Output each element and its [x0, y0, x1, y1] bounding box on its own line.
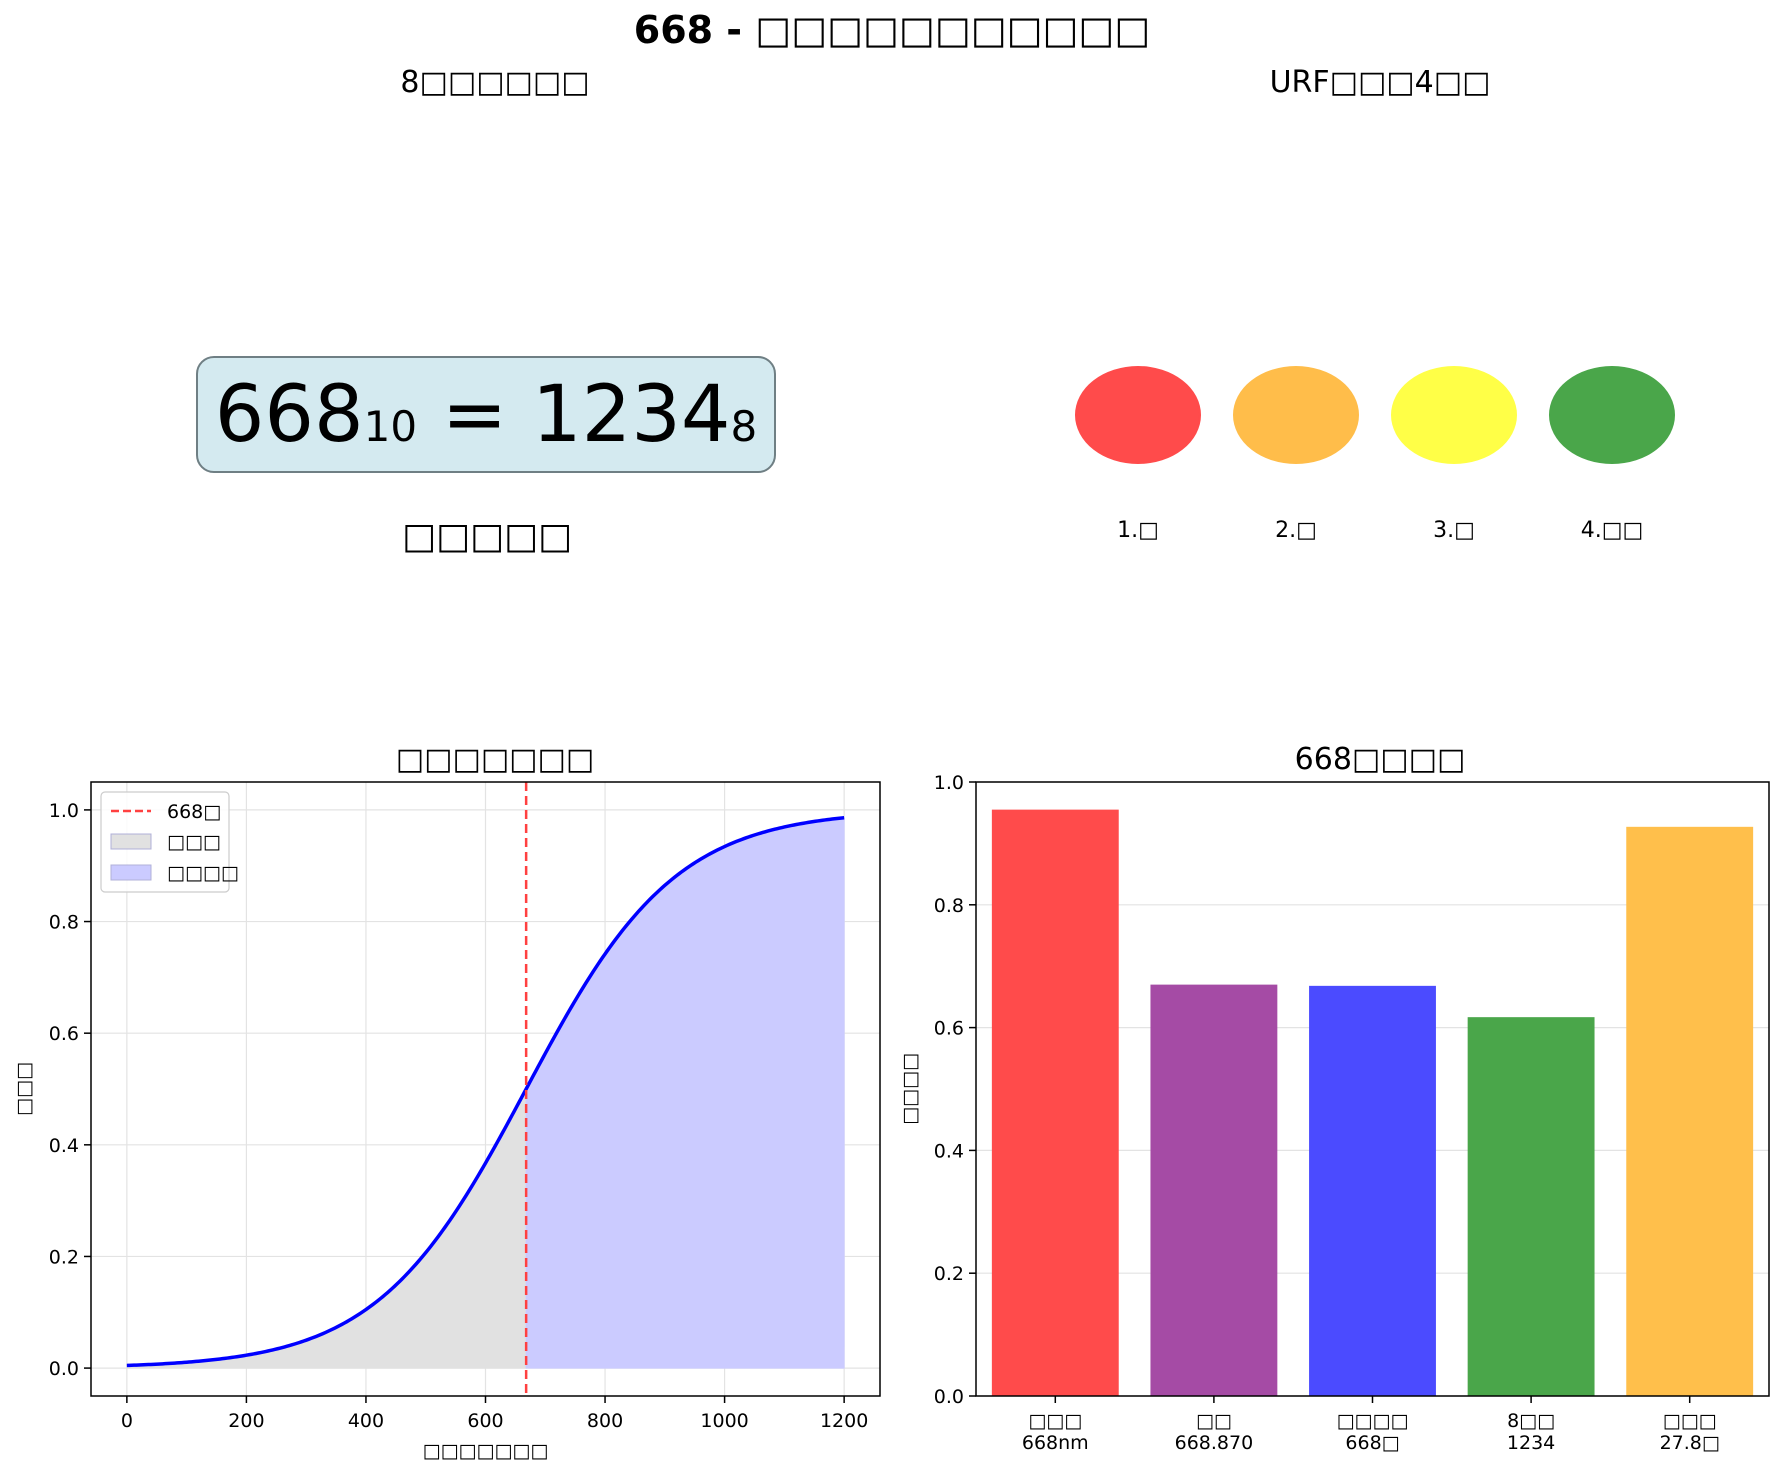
- urf-stage-circle: [1549, 366, 1675, 464]
- x-tick-label: □□: [1196, 1410, 1232, 1432]
- y-tick-label: 0.4: [934, 1140, 964, 1162]
- y-tick-label: 0.0: [934, 1386, 964, 1408]
- x-tick-label: 600: [467, 1410, 503, 1432]
- x-tick-label: 800: [587, 1410, 623, 1432]
- curve-chart-title: □□□□□□□: [395, 742, 595, 777]
- x-tick-label: 1200: [820, 1410, 868, 1432]
- y-tick-label: 0.6: [934, 1018, 964, 1040]
- y-tick-label: 0.6: [49, 1023, 79, 1045]
- curve-line: [126, 815, 845, 1368]
- urf-stage-label: 4.□□: [1580, 518, 1644, 543]
- urf-stage-circle: [1233, 366, 1359, 464]
- legend-label-vline: 668□: [167, 801, 221, 823]
- base8-panel-title: 8□□□□□□: [400, 65, 590, 100]
- bar: [1626, 826, 1754, 1396]
- legend-label-fill: □□□□: [167, 862, 239, 884]
- x-tick-label: 8□□: [1507, 1410, 1555, 1432]
- x-tick-label: □□□□: [1337, 1410, 1409, 1432]
- curve-chart: 0 200 400 600 800 1000 1200 0.0 0.2 0.4 0.6 0.8 1.0 □…: [13, 781, 881, 1462]
- x-axis-label: □□□□□□□: [423, 1440, 549, 1462]
- y-tick-label: 0.2: [49, 1246, 79, 1268]
- x-tick-sublabel: 668□: [1345, 1432, 1399, 1454]
- urf-stage-label: 3.□: [1433, 518, 1475, 543]
- x-tick-sublabel: 668nm: [1022, 1432, 1089, 1454]
- x-tick-label: 1000: [700, 1410, 748, 1432]
- urf-stage-label: 2.□: [1275, 518, 1317, 543]
- conversion-formula-box: 668 10 = 1234 8: [196, 356, 776, 473]
- y-axis-label: □□□□: [899, 1053, 921, 1125]
- decimal-number: 668: [214, 369, 364, 460]
- urf-stage-circle: [1075, 366, 1201, 464]
- y-tick-label: 0.4: [49, 1135, 79, 1157]
- legend-swatch-fill: [110, 833, 152, 850]
- bar: [991, 809, 1119, 1396]
- octal-number: 1234: [532, 369, 731, 460]
- y-tick-label: 0.8: [49, 912, 79, 934]
- y-tick-label: 1.0: [49, 800, 79, 822]
- x-tick-label: □□□: [1028, 1410, 1082, 1432]
- area-fill: [126, 1088, 527, 1369]
- y-tick-label: 0.0: [49, 1358, 79, 1380]
- x-tick-label: 400: [348, 1410, 384, 1432]
- y-axis-label: □□□: [13, 1062, 35, 1116]
- base8-caption: □□□□□: [401, 516, 573, 557]
- legend-label-fill: □□□: [167, 831, 221, 853]
- x-tick-sublabel: 27.8□: [1660, 1432, 1720, 1454]
- legend: 668□□□□□□□□: [100, 791, 239, 893]
- octal-base-subscript: 8: [730, 402, 758, 451]
- bar: [1150, 984, 1278, 1396]
- y-tick-label: 0.8: [934, 895, 964, 917]
- x-tick-label: 200: [228, 1410, 264, 1432]
- bar-chart-title: 668□□□□: [1294, 742, 1466, 777]
- y-tick-label: 0.2: [934, 1263, 964, 1285]
- urf-stage-circle: [1391, 366, 1517, 464]
- x-tick-label: □□□: [1663, 1410, 1717, 1432]
- y-tick-label: 1.0: [934, 772, 964, 794]
- x-tick-sublabel: 1234: [1507, 1432, 1555, 1454]
- bar: [1309, 985, 1436, 1396]
- bar-chart: □□□668nm□□668.870□□□□668□8□□1234□□□27.8□…: [899, 772, 1770, 1454]
- bar: [1467, 1017, 1595, 1396]
- equals-sign: =: [441, 369, 508, 460]
- x-tick-label: 0: [121, 1410, 133, 1432]
- area-fill: [525, 817, 845, 1369]
- urf-stage-label: 1.□: [1117, 518, 1159, 543]
- figure-title: 668 - □□□□□□□□□□□: [633, 8, 1151, 52]
- urf-panel-title: URF□□□4□□: [1269, 65, 1491, 100]
- x-tick-sublabel: 668.870: [1175, 1432, 1254, 1454]
- decimal-base-subscript: 10: [363, 402, 418, 451]
- legend-swatch-fill: [110, 864, 152, 881]
